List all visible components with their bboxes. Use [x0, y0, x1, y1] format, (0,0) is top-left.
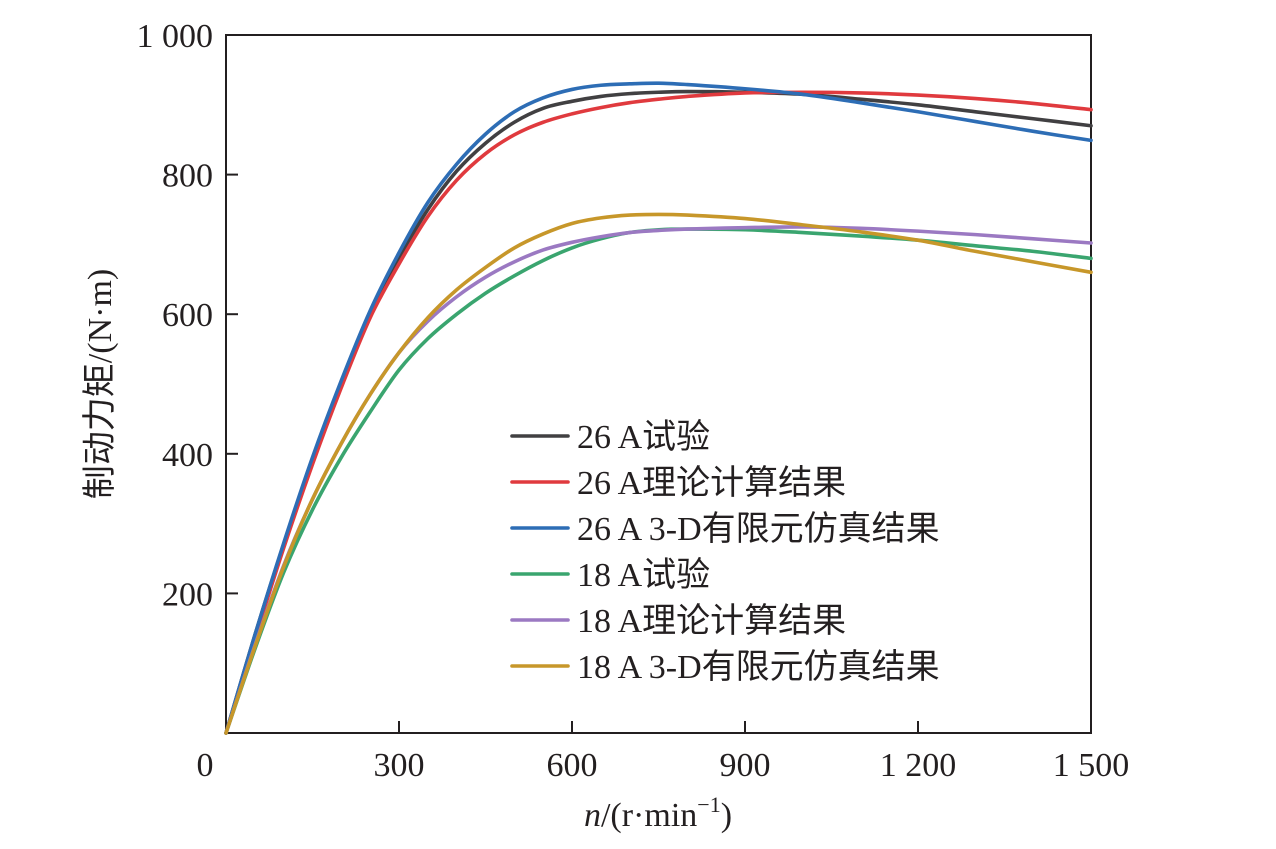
- legend-label: 26 A理论计算结果: [577, 464, 846, 502]
- x-axis-title-close: ): [721, 797, 732, 834]
- y-tick-label: 200: [162, 576, 213, 613]
- x-tick-label: 0: [197, 747, 214, 784]
- x-tick-label: 300: [374, 747, 425, 784]
- y-tick-label: 1 000: [137, 18, 214, 55]
- x-axis-title-var: n: [584, 797, 601, 834]
- x-axis-title-unit: /(r·min: [601, 797, 697, 834]
- x-tick-label: 600: [547, 747, 598, 784]
- y-tick-label: 400: [162, 437, 213, 474]
- legend-label: 18 A理论计算结果: [577, 602, 846, 640]
- x-tick-label: 1 500: [1053, 747, 1130, 784]
- y-tick-label: 800: [162, 158, 213, 195]
- series-line-2: [224, 90, 1093, 735]
- legend-label: 18 A试验: [577, 556, 710, 594]
- x-axis-title-sup: −1: [697, 792, 720, 817]
- plot-frame: [225, 34, 1092, 734]
- x-tick-label: 1 200: [880, 747, 957, 784]
- y-axis-title: 制动力矩/(N·m): [81, 269, 119, 499]
- legend-label: 26 A 3-D有限元仿真结果: [577, 510, 940, 548]
- axes: 0 300 600 900 1 200 1 500 200 400 600 800 1 000: [137, 18, 1130, 784]
- legend-label: 18 A 3-D有限元仿真结果: [577, 648, 940, 686]
- y-tick-label: 600: [162, 297, 213, 334]
- legend-label: 26 A试验: [577, 418, 710, 456]
- series-line-3: [224, 81, 1093, 735]
- series-lines: [224, 81, 1093, 735]
- axis-titles: n/(r·min−1) 制动力矩/(N·m): [81, 269, 732, 834]
- x-axis-title: n/(r·min−1): [584, 792, 732, 834]
- series-line-6: [224, 212, 1093, 735]
- series-line-4: [224, 227, 1093, 735]
- legend: 26 A试验 26 A理论计算结果 26 A 3-D有限元仿真结果 18 A试验 18 …: [510, 418, 940, 686]
- x-tick-label: 900: [720, 747, 771, 784]
